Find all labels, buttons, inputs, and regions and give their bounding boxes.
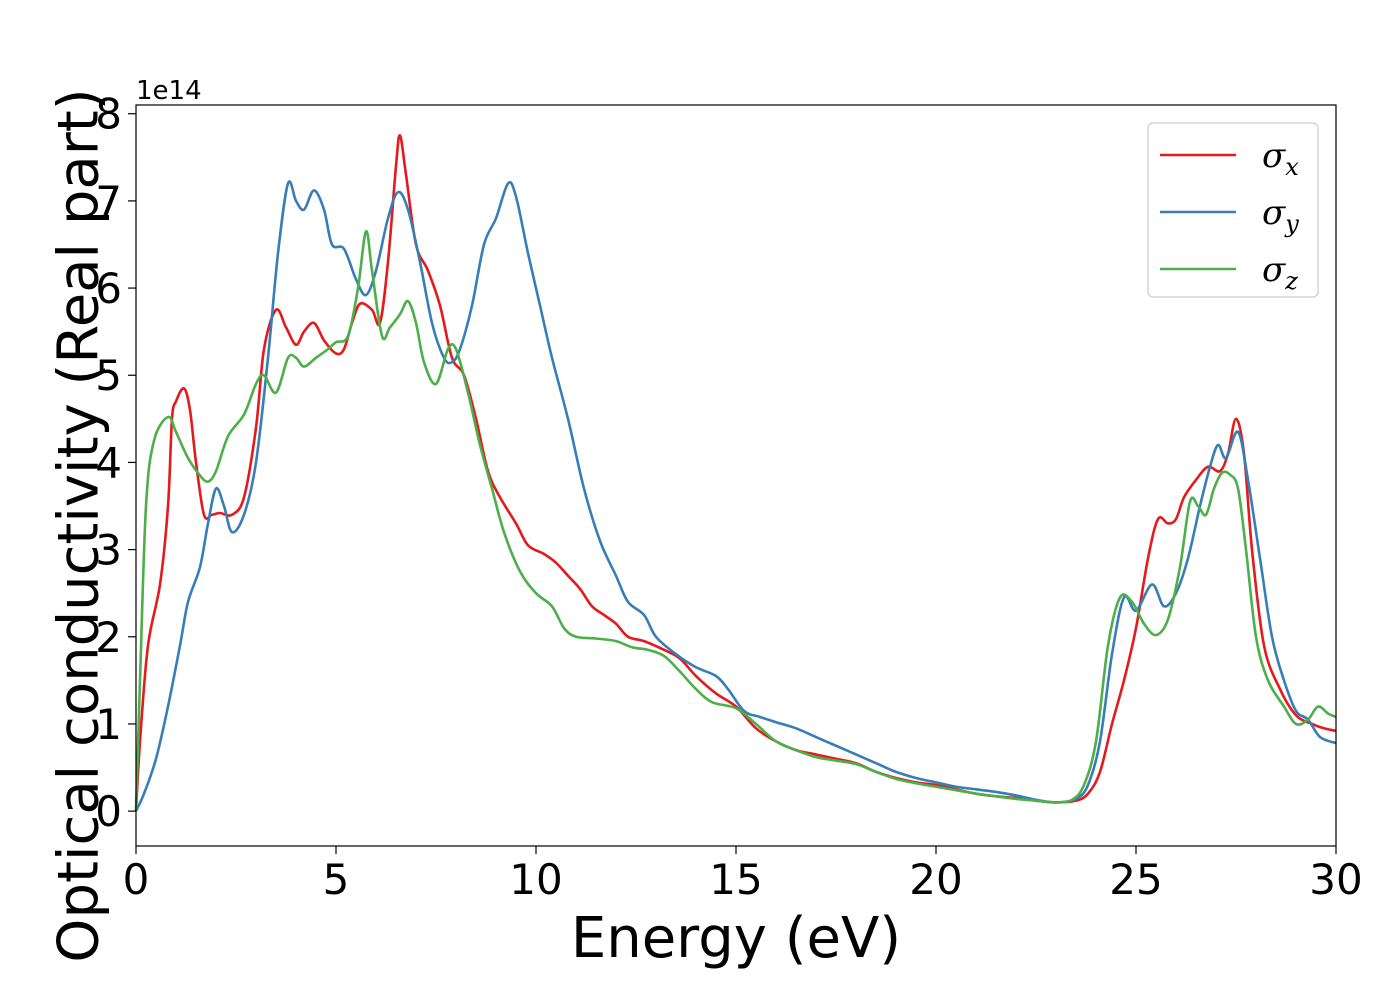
- y-tick-label: 7: [95, 177, 122, 226]
- y-tick-label: 4: [95, 438, 122, 487]
- y-tick-label: 3: [95, 526, 122, 575]
- x-tick-label: 0: [123, 855, 150, 904]
- series-line-z: [134, 230, 1337, 812]
- series-line-x: [134, 134, 1337, 812]
- x-tick-label: 25: [1109, 855, 1162, 904]
- y-tick-label: 5: [95, 351, 122, 400]
- axis-ticks: 0 5 10 15 20 25 30 0 1 2 3 4 5 6 7 8: [95, 90, 1362, 904]
- x-tick-label: 10: [509, 855, 562, 904]
- y-tick-label: 2: [95, 613, 122, 662]
- series-lines: [134, 134, 1337, 812]
- x-tick-label: 5: [323, 855, 350, 904]
- legend-label-y: σy: [1262, 193, 1299, 238]
- x-tick-label: 20: [909, 855, 962, 904]
- x-tick-label: 30: [1309, 855, 1362, 904]
- legend-label-z: σz: [1262, 250, 1298, 295]
- series-line-y: [134, 180, 1337, 812]
- y-tick-label: 6: [95, 264, 122, 313]
- x-tick-label: 15: [709, 855, 762, 904]
- legend-label-x: σx: [1262, 136, 1299, 181]
- legend-box: [1147, 122, 1319, 298]
- legend: σx σy σz: [1147, 122, 1319, 298]
- y-tick-label: 8: [95, 90, 122, 139]
- y-axis-label: Optical conductivity (Real part): [47, 88, 112, 962]
- x-axis-label: Energy (eV): [571, 906, 901, 971]
- y-tick-label: 1: [95, 700, 122, 749]
- y-offset-text: 1e14: [136, 76, 202, 106]
- y-tick-label: 0: [95, 787, 122, 836]
